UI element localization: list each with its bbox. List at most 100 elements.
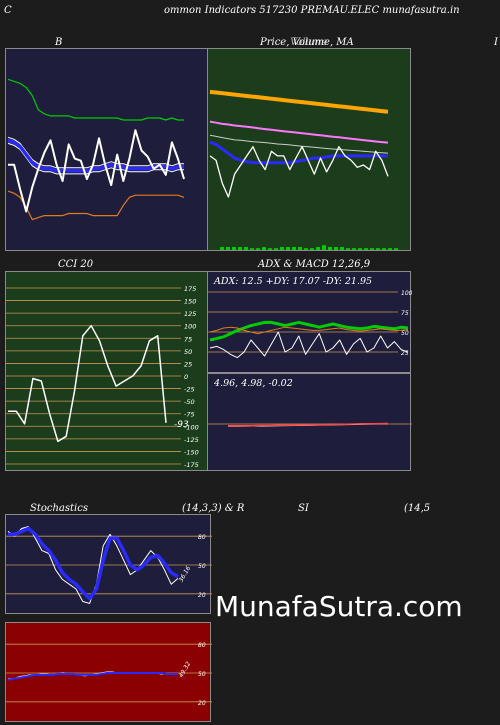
cci-panel: 175 150 125 100 75 50 25 0 -25 -50 -75 -100 -125 -150… — [5, 271, 211, 471]
adx-chart: 100 75 50 25 — [208, 290, 412, 359]
bb-panel — [5, 48, 211, 251]
volume-bar — [244, 247, 248, 250]
adx-adx-line — [209, 331, 409, 359]
volume-bar — [310, 248, 314, 250]
volume-bar — [352, 248, 356, 250]
cci-tick-label: 0 — [184, 373, 188, 381]
rsi-last-label: 49.32 — [178, 660, 193, 679]
rsi-chart: 80 50 20 49.32 — [6, 642, 212, 707]
bb-middle-upper-edge-line — [7, 136, 184, 169]
price-chart — [209, 89, 398, 250]
macd-chart — [208, 422, 412, 427]
stoch-tick-label: 80 — [198, 534, 206, 541]
price-ma_blue-line — [209, 140, 388, 165]
rsi-rsi_avg-line — [7, 672, 178, 681]
volume-bar — [394, 248, 398, 250]
watermark: MunafaSutra.com — [215, 590, 463, 623]
adx-plus_dy-line — [209, 320, 409, 342]
cci-tick-label: -100 — [184, 423, 199, 431]
volume-bar — [274, 248, 278, 250]
cci-tick-label: -175 — [184, 461, 199, 469]
stoch-last-label: 36.16 — [178, 565, 193, 584]
price-title: Price, Volume, MA — [260, 37, 354, 48]
volume-bar — [304, 248, 308, 250]
cci-tick-label: -50 — [184, 398, 195, 406]
cci-line — [8, 324, 167, 443]
cci-tick-label: -25 — [184, 386, 195, 394]
volume-bar — [346, 248, 350, 250]
cci-tick-label: 50 — [184, 348, 192, 356]
volume-bar — [226, 247, 230, 250]
adx-minus_dy-line — [209, 326, 409, 335]
volume-bar — [322, 245, 326, 250]
cci-tick-label: 175 — [184, 285, 196, 293]
price-ma_long-line — [209, 89, 389, 114]
volume-bar — [238, 247, 242, 250]
bb-price-line — [8, 129, 185, 213]
bb-lower-line — [7, 190, 185, 221]
macd-readout: 4.96, 4.98, -0.02 — [214, 378, 293, 389]
rsi-panel: 80 50 20 49.32 — [5, 622, 212, 722]
volume-bar — [340, 247, 344, 250]
stoch-d-line — [8, 526, 179, 601]
volume-bar — [286, 247, 290, 250]
price-ma_mid-line — [209, 120, 389, 144]
bb-chart — [7, 78, 185, 221]
adx-readout: ADX: 12.5 +DY: 17.07 -DY: 21.95 — [214, 276, 373, 287]
price-ma_short-line — [209, 134, 389, 154]
volume-bar — [358, 248, 362, 250]
volume-bar — [250, 248, 254, 250]
rsi-params: (14,5 — [404, 503, 431, 514]
header-left: C — [4, 5, 12, 16]
volume-bar — [220, 247, 224, 250]
bb-middle-line — [7, 138, 184, 173]
cci-tick-label: -150 — [184, 448, 199, 456]
cci-tick-label: 150 — [184, 298, 196, 306]
rsi-title: SI — [298, 503, 309, 514]
cci-last-label: -93 — [174, 420, 189, 430]
volume-bar — [376, 248, 380, 250]
bb-title: B — [55, 37, 63, 48]
volume-bar — [382, 248, 386, 250]
stoch-chart: 80 50 20 36.16 — [6, 526, 212, 604]
cci-tick-label: 100 — [184, 323, 196, 331]
volume-bar — [364, 248, 368, 250]
adx-tick-label: 75 — [401, 310, 409, 317]
volume-bar — [316, 247, 320, 250]
page-title: ommon Indicators 517230 PREMAU.ELEC muna… — [164, 5, 460, 16]
macd-panel: 4.96, 4.98, -0.02 — [207, 373, 412, 471]
volume-bar — [388, 248, 392, 250]
volume-bar — [262, 247, 266, 250]
price-price-line — [209, 146, 389, 198]
cci-tick-label: 25 — [184, 360, 192, 368]
adx-tick-label: 100 — [401, 290, 412, 297]
cci-tick-label: -75 — [184, 411, 195, 419]
stoch-panel: 80 50 20 36.16 — [5, 514, 212, 614]
bb-upper-line — [7, 78, 184, 121]
adx-tick-label: 25 — [401, 350, 409, 357]
adx-title: ADX & MACD 12,26,9 — [258, 259, 371, 270]
cci-tick-label: -125 — [184, 436, 199, 444]
rsi-tick-label: 20 — [198, 700, 206, 707]
stoch-tick-label: 20 — [198, 592, 206, 599]
macd-signal-line — [228, 422, 389, 427]
volume-bar — [328, 247, 332, 250]
volume-bar — [298, 247, 302, 250]
stoch-params: (14,3,3) & R — [182, 503, 245, 514]
price-title-overlay: Volume — [290, 37, 328, 48]
rsi-tick-label: 80 — [198, 642, 206, 649]
adx-tick-label: 50 — [401, 330, 409, 337]
volume-bar — [292, 247, 296, 250]
volume-bar — [334, 247, 338, 250]
cci-tick-label: 125 — [184, 310, 196, 318]
cci-chart: 175 150 125 100 75 50 25 0 -25 -50 -75 -100 -125 -150… — [6, 285, 199, 469]
stoch-tick-label: 50 — [198, 563, 206, 570]
rsi-tick-label: 50 — [198, 671, 206, 678]
adx-panel: 100 75 50 25 ADX: 12.5 +DY: 17.07 -DY: 21.9… — [207, 271, 412, 373]
stoch-title: Stochastics — [30, 503, 88, 514]
volume-bar — [232, 247, 236, 250]
cci-tick-label: 75 — [184, 335, 192, 343]
cci-title: CCI 20 — [58, 259, 94, 270]
volume-bar — [280, 247, 284, 250]
volume-bar — [268, 248, 272, 250]
